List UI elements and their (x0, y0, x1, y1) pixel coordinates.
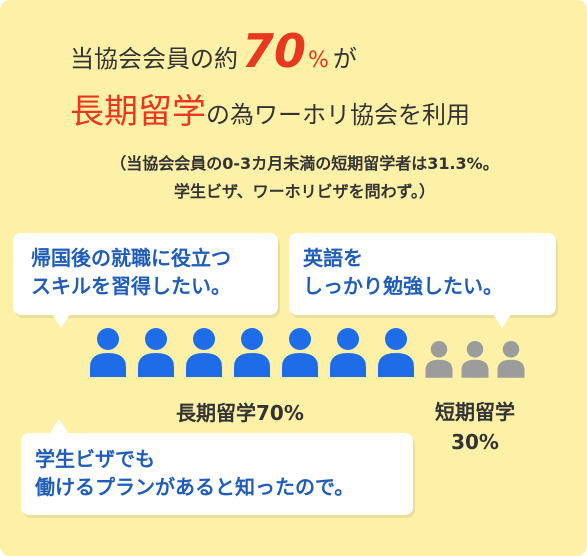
headline-prefix: 当協会会員の約 (70, 45, 238, 73)
headline-suffix: が (332, 45, 357, 73)
short-term-label-line1: 短期留学 (435, 400, 515, 424)
headline-rest: の為ワーホリ協会を利用 (206, 101, 470, 129)
person-icon-long-term (282, 328, 318, 377)
headline-big-number: 70 (242, 24, 307, 78)
speech-bubble-english-tail (493, 314, 511, 328)
person-icon-short-term (461, 341, 489, 378)
speech-bubble-student-visa: 学生ビザでも 働けるプランがあると知ったので。 (21, 433, 413, 515)
long-term-label: 長期留学70% (176, 401, 304, 425)
people-chart (88, 326, 532, 378)
footnote-line2: 学生ビザ、ワーホリビザを問わず。） (173, 182, 436, 201)
short-term-label: 短期留学 30% (420, 397, 530, 457)
footnote-line1: （当協会会員の0-3カ月未満の短期留学者は31.3%。 (110, 154, 499, 173)
person-icon-long-term (234, 328, 270, 377)
person-icon-long-term (186, 328, 222, 377)
bubble-visa-line2: 働けるプランがあると知ったので。 (35, 475, 355, 499)
bubble-skills-line1: 帰国後の就職に役立つ (31, 246, 231, 270)
speech-bubble-visa-tail (50, 419, 68, 433)
bubble-skills-line2: スキルを習得したい。 (31, 274, 231, 298)
person-icon-long-term (378, 328, 414, 377)
headline-line1: 当協会会員の約 70 % が (70, 28, 550, 74)
speech-bubble-skills-tail (52, 314, 70, 328)
person-icon-long-term (138, 328, 174, 377)
short-term-label-line2: 30% (451, 430, 499, 454)
bubble-english-line2: しっかり勉強したい。 (303, 274, 503, 298)
headline-highlight: 長期留学 (70, 92, 206, 132)
headline-line2: 長期留学の為ワーホリ協会を利用 (70, 84, 470, 133)
speech-bubble-english: 英語を しっかり勉強したい。 (289, 233, 556, 315)
speech-bubble-skills: 帰国後の就職に役立つ スキルを習得したい。 (13, 233, 278, 315)
headline-percent-sign: % (308, 48, 329, 73)
footnote: （当協会会員の0-3カ月未満の短期留学者は31.3%。 学生ビザ、ワーホリビザを… (32, 150, 577, 206)
bubble-english-line1: 英語を (303, 246, 363, 270)
person-icon-long-term (90, 328, 126, 377)
person-icon-long-term (330, 328, 366, 377)
person-icon-short-term (425, 341, 453, 378)
person-icon-short-term (497, 341, 525, 378)
bubble-visa-line1: 学生ビザでも (35, 447, 155, 471)
